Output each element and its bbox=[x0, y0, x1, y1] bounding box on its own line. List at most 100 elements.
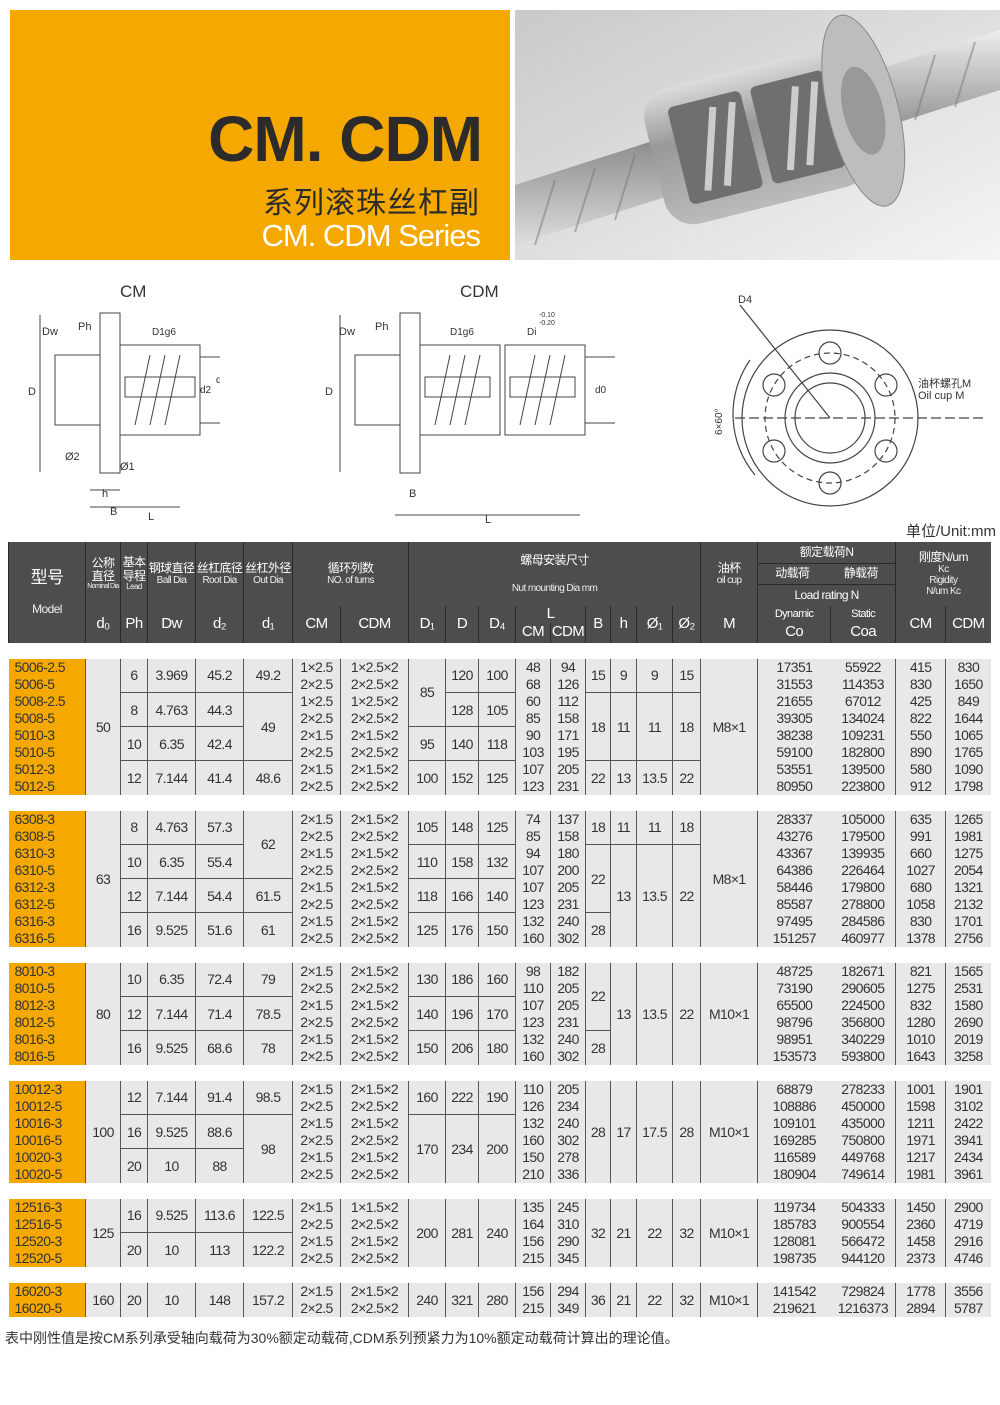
model-cell: 8010-5 bbox=[8, 979, 86, 997]
D-cell: 186 bbox=[445, 962, 479, 997]
rigidity-cdm-cell: 2132 bbox=[945, 895, 991, 913]
product-subtitle-cn: 系列滚珠丝杠副 bbox=[263, 187, 480, 220]
l-cdm-cell: 137 bbox=[550, 810, 586, 828]
rigidity-cdm-cell: 3102 bbox=[945, 1097, 991, 1115]
static-load-cell: 226464 bbox=[830, 861, 896, 879]
table-row: 12520-5 2×2.5 2×2.5×2 215 345 198735 944120 237… bbox=[8, 1249, 991, 1267]
ph-cell: 12 bbox=[120, 878, 148, 913]
o2-cell: 32 bbox=[671, 1198, 701, 1267]
D1-cell: 95 bbox=[408, 726, 446, 761]
label-h: h bbox=[102, 488, 108, 500]
l-cm-cell: 107 bbox=[515, 861, 551, 879]
l-cm-cell: 215 bbox=[515, 1249, 551, 1267]
o1-cell: 22 bbox=[636, 1198, 673, 1267]
table-row: 10020-3 20 10 88 2×1.5 2×1.5×2 150 278 116589 449… bbox=[8, 1148, 991, 1183]
dynamic-load-cell: 169285 bbox=[757, 1131, 831, 1149]
model-cell: 12520-3 bbox=[8, 1232, 86, 1250]
d1-cell: 78 bbox=[243, 1030, 293, 1065]
col-d1: d₁ bbox=[243, 606, 293, 643]
label-di: Di bbox=[527, 327, 536, 338]
turns-cm-cell: 1×2.5 bbox=[292, 658, 341, 676]
B-cell: 22 bbox=[585, 962, 611, 1031]
D-cell: 140 bbox=[445, 726, 479, 761]
dw-cell: 6.35 bbox=[147, 962, 196, 997]
header-model: 型号 Model bbox=[8, 542, 86, 643]
nominal-dia-cell: 63 bbox=[85, 810, 121, 947]
model-cell: 10012-5 bbox=[8, 1097, 86, 1115]
turns-cdm-cell: 2×1.5×2 bbox=[340, 996, 409, 1014]
D4-cell: 140 bbox=[478, 878, 516, 913]
static-load-cell: 750800 bbox=[830, 1131, 896, 1149]
table-row: 8016-3 16 9.525 68.6 78 2×1.5 2×1.5×2 150 206 180… bbox=[8, 1030, 991, 1065]
dynamic-load-cell: 109101 bbox=[757, 1114, 831, 1132]
d1-cell: 78.5 bbox=[243, 996, 293, 1031]
ph-cell: 16 bbox=[120, 1114, 148, 1149]
model-cell: 10016-3 bbox=[8, 1114, 86, 1132]
rigidity-cm-cell: 1001 bbox=[895, 1080, 946, 1098]
o1-cell: 11 bbox=[636, 810, 673, 845]
o1-cell: 11 bbox=[636, 692, 673, 761]
l-cdm-cell: 234 bbox=[550, 1097, 586, 1115]
table-row: 5006-2.5 50 6 3.969 45.2 49.2 1×2.5 1×2.5×2 85 12… bbox=[8, 658, 991, 795]
turns-cm-cell: 2×1.5 bbox=[292, 996, 341, 1014]
dynamic-load-cell: 39305 bbox=[757, 709, 831, 727]
l-cdm-cell: 240 bbox=[550, 1114, 586, 1132]
ph-cell: 10 bbox=[120, 844, 148, 879]
col-D1: D₁ bbox=[408, 606, 446, 643]
rigidity-cdm-cell: 2422 bbox=[945, 1114, 991, 1132]
model-cell: 5012-5 bbox=[8, 777, 86, 795]
D1-cell: 100 bbox=[408, 760, 446, 795]
turns-cdm-cell: 2×2.5×2 bbox=[340, 1097, 409, 1115]
l-cm-cell: 110 bbox=[515, 1080, 551, 1098]
d1-cell: 49 bbox=[243, 692, 293, 761]
dw-cell: 7.144 bbox=[147, 1080, 196, 1115]
turns-cm-cell: 1×2.5 bbox=[292, 692, 341, 710]
l-cdm-cell: 205 bbox=[550, 760, 586, 778]
h-cell: 9 bbox=[610, 658, 637, 693]
table-row: 10016-5 2×2.5 2×2.5×2 160 302 169285 750800 197… bbox=[8, 1131, 991, 1149]
dynamic-load-cell: 180904 bbox=[757, 1165, 831, 1183]
rigidity-cm-cell: 830 bbox=[895, 912, 946, 930]
nominal-dia-cell: 125 bbox=[85, 1198, 121, 1267]
col-coa: Coa bbox=[830, 622, 896, 643]
static-load-cell: 55922 bbox=[830, 658, 896, 676]
header-ball: 钢球直径 Ball Dia bbox=[147, 542, 196, 606]
rigidity-cdm-cell: 4719 bbox=[945, 1215, 991, 1233]
l-cdm-cell: 205 bbox=[550, 1080, 586, 1098]
l-cm-cell: 160 bbox=[515, 929, 551, 947]
turns-cm-cell: 2×1.5 bbox=[292, 1232, 341, 1250]
turns-cdm-cell: 2×1.5×2 bbox=[340, 1030, 409, 1048]
l-cm-cell: 160 bbox=[515, 1131, 551, 1149]
static-load-cell: 450000 bbox=[830, 1097, 896, 1115]
l-cdm-cell: 302 bbox=[550, 1047, 586, 1065]
model-cell: 6310-3 bbox=[8, 844, 86, 862]
D-cell: 152 bbox=[445, 760, 479, 795]
l-cm-cell: 98 bbox=[515, 962, 551, 980]
group-spacer bbox=[8, 794, 991, 811]
rigidity-cdm-cell: 2756 bbox=[945, 929, 991, 947]
rigidity-cm-cell: 991 bbox=[895, 827, 946, 845]
h-cell: 21 bbox=[610, 1282, 637, 1317]
dynamic-load-cell: 68879 bbox=[757, 1080, 831, 1098]
h-cell: 21 bbox=[610, 1198, 637, 1267]
D1-cell: 150 bbox=[408, 1030, 446, 1065]
B-cell: 18 bbox=[585, 692, 611, 761]
turns-cm-cell: 2×1.5 bbox=[292, 878, 341, 896]
l-cdm-cell: 171 bbox=[550, 726, 586, 744]
l-cm-cell: 123 bbox=[515, 1013, 551, 1031]
rigidity-cdm-cell: 3556 bbox=[945, 1282, 991, 1300]
d1-cell: 98.5 bbox=[243, 1080, 293, 1115]
d2-cell: 113 bbox=[195, 1232, 244, 1267]
rigidity-cdm-cell: 1580 bbox=[945, 996, 991, 1014]
static-load-cell: 179500 bbox=[830, 827, 896, 845]
turns-cm-cell: 2×1.5 bbox=[292, 760, 341, 778]
oil-cup-cell: M8×1 bbox=[700, 658, 758, 795]
l-cdm-cell: 336 bbox=[550, 1165, 586, 1183]
col-h: h bbox=[610, 606, 637, 643]
l-cm-cell: 107 bbox=[515, 996, 551, 1014]
D4-cell: 160 bbox=[478, 962, 516, 997]
label-D: D bbox=[325, 386, 333, 398]
table-row: 8010-3 80 10 6.35 72.4 79 2×1.5 2×1.5×2 130 186 16… bbox=[8, 962, 991, 1065]
turns-cdm-cell: 2×2.5×2 bbox=[340, 895, 409, 913]
turns-cm-cell: 2×2.5 bbox=[292, 743, 341, 761]
